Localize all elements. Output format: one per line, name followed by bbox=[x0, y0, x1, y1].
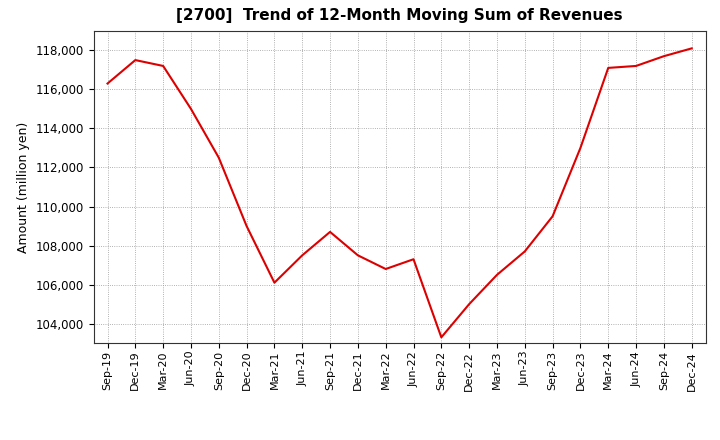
Title: [2700]  Trend of 12-Month Moving Sum of Revenues: [2700] Trend of 12-Month Moving Sum of R… bbox=[176, 7, 623, 23]
Y-axis label: Amount (million yen): Amount (million yen) bbox=[17, 121, 30, 253]
